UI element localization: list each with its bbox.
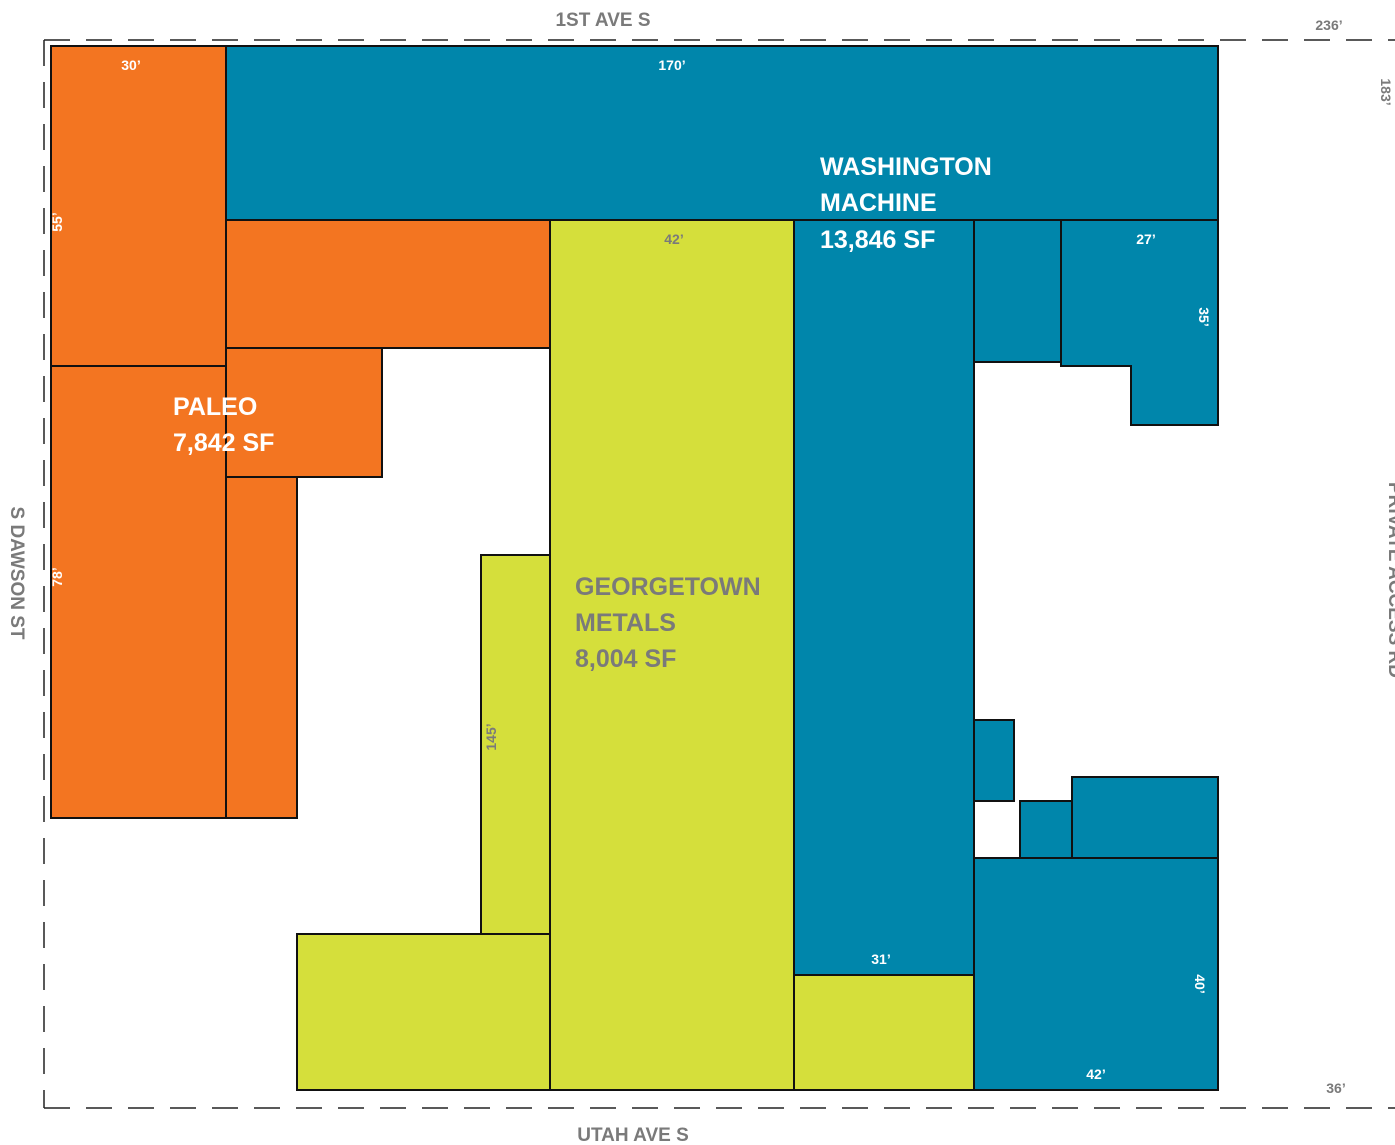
dim-site-right: 183’ [1378, 78, 1394, 105]
georgetown-block-strip [480, 554, 551, 935]
paleo-block-lower-left [50, 365, 227, 819]
washington-block-top [225, 45, 1219, 221]
washington-label: WASHINGTON MACHINE 13,846 SF [820, 153, 992, 254]
dim-wm-annex-top: 27’ [1136, 231, 1155, 247]
georgetown-name-line1: GEORGETOWN [575, 573, 761, 601]
paleo-block-top-wing [225, 219, 551, 349]
washington-block-column [793, 219, 975, 976]
street-label-north: 1ST AVE S [555, 10, 650, 31]
washington-block-small-3 [1071, 776, 1219, 859]
georgetown-space [296, 219, 975, 1091]
paleo-name: PALEO [173, 393, 257, 421]
paleo-block-lower-strip [225, 476, 298, 819]
dim-gm-strip: 145’ [483, 723, 499, 750]
dim-paleo-top: 30’ [121, 57, 140, 73]
paleo-block-upper-left [50, 45, 227, 367]
georgetown-block-lower-right [793, 974, 975, 1091]
georgetown-block-main [549, 219, 795, 1091]
paleo-space [50, 45, 551, 819]
dim-site-bottom-right: 36’ [1326, 1080, 1345, 1096]
washington-name-line1: WASHINGTON [820, 153, 992, 181]
georgetown-area: 8,004 SF [575, 645, 676, 673]
washington-block-small-2 [1019, 800, 1073, 859]
paleo-area: 7,842 SF [173, 429, 274, 457]
washington-block-lower [973, 857, 1219, 1091]
dim-wm-lower-side: 40’ [1192, 974, 1208, 993]
washington-area: 13,846 SF [820, 226, 935, 254]
washington-block-annex-a [973, 219, 1062, 363]
dim-wm-top: 170’ [658, 57, 685, 73]
dim-wm-annex-side: 35’ [1196, 307, 1212, 326]
street-label-east: PRIVATE ACCESS RD [1384, 482, 1395, 678]
washington-space [225, 45, 1219, 1091]
georgetown-label: GEORGETOWN METALS 8,004 SF [575, 573, 761, 673]
paleo-block-mid-wing [225, 347, 383, 478]
dim-wm-lower-bottom: 42’ [1086, 1066, 1105, 1082]
georgetown-block-lower-left [296, 933, 551, 1091]
dim-wm-bottom: 31’ [871, 951, 890, 967]
washington-name-line2: MACHINE [820, 189, 937, 217]
dim-gm-top: 42’ [664, 231, 683, 247]
dim-site-top: 236’ [1315, 17, 1342, 33]
georgetown-name-line2: METALS [575, 609, 676, 637]
washington-block-small-1 [973, 719, 1015, 802]
street-label-south: UTAH AVE S [577, 1125, 689, 1145]
street-label-west: S DAWSON ST [6, 506, 27, 639]
paleo-label: PALEO 7,842 SF [173, 393, 274, 457]
washington-block-annex-b [1060, 219, 1219, 426]
dim-paleo-upper-side: 55’ [49, 212, 65, 231]
dim-paleo-lower-side: 78’ [49, 567, 65, 586]
